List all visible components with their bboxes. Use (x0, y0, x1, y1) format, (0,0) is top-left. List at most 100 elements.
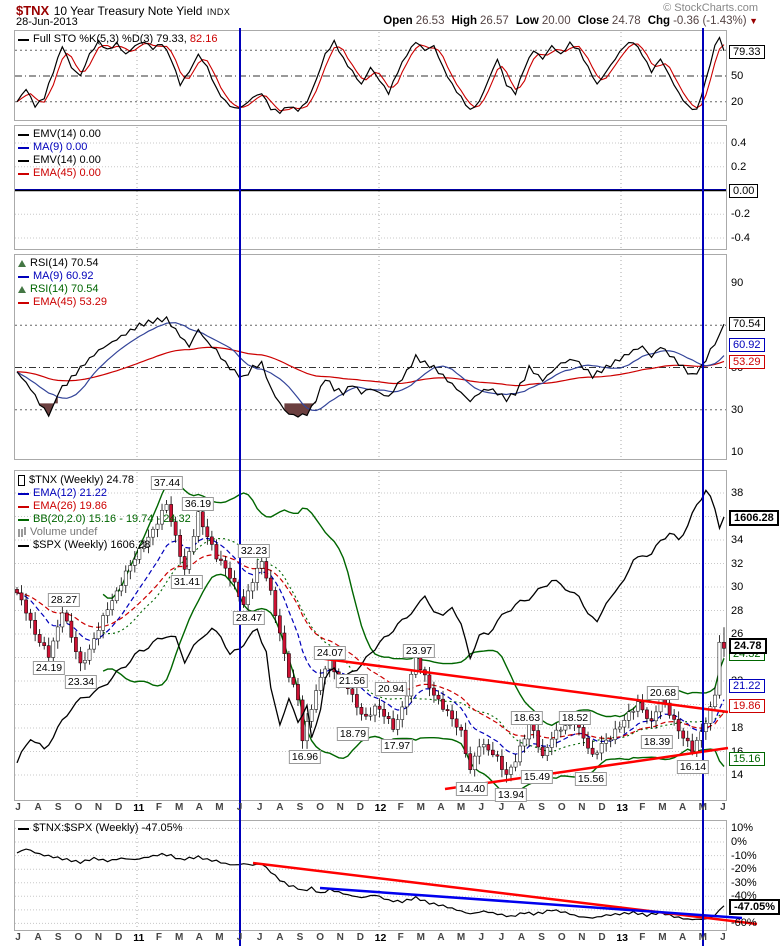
axis-tick-main: 30 (731, 581, 744, 593)
legend-text: Volume undef (30, 526, 98, 538)
dash-icon (18, 492, 29, 495)
axis-month-label: F (155, 932, 163, 943)
line-icon (18, 518, 29, 521)
legend-text: Full STO %K(5,3) %D(3) 79.33, (33, 33, 190, 45)
axis-month-label: M (215, 802, 224, 813)
price-annotation: 14.40 (455, 782, 489, 796)
legend-label: $SPX (Weekly) 1606.28 (33, 539, 150, 552)
legend-text: BB(20,2.0) 15.16 - 19.74 - 24.32 (33, 513, 191, 525)
axis-month-label: A (34, 932, 42, 943)
legend-main-3: BB(20,2.0) 15.16 - 19.74 - 24.32 (18, 513, 191, 526)
value-box-sto: 79.33 (729, 45, 765, 59)
axis-year-label: 12 (374, 802, 387, 814)
axis-month-label: F (397, 932, 404, 943)
price-annotation: 20.94 (374, 682, 408, 696)
legend-rsi-1: MA(9) 60.92 (18, 270, 94, 283)
candle-icon (18, 475, 25, 486)
legend-text: 82.16 (189, 33, 218, 45)
price-annotation: 18.63 (510, 711, 544, 725)
line-icon (18, 146, 29, 149)
axis-month-label: J (720, 932, 726, 943)
price-annotation: 23.34 (64, 675, 98, 689)
axis-tick-sto: 20 (731, 95, 744, 108)
ohlc-quote-row: Open 26.53 High 26.57 Low 20.00 Close 24.78 Chg -… (376, 15, 758, 27)
legend-label: BB(20,2.0) 15.16 - 19.74 - 24.32 (33, 513, 191, 526)
legend-label: Volume undef (30, 526, 97, 539)
axis-tick-emv: -0.2 (731, 208, 750, 221)
value-box-main: 1606.28 (729, 510, 779, 526)
axis-tick-ratio: 0% (731, 836, 747, 848)
legend-text: EMA(45) 53.29 (33, 296, 107, 308)
price-annotation: 16.14 (676, 760, 710, 774)
legend-text: EMA(45) 0.00 (33, 167, 101, 179)
axis-month-label: M (698, 932, 707, 943)
price-annotation: 18.39 (640, 735, 674, 749)
line-icon (18, 159, 29, 162)
tri-icon (18, 260, 26, 267)
legend-rsi-0: RSI(14) 70.54 (18, 257, 98, 270)
price-annotation: 21.56 (335, 674, 369, 688)
legend-label: $TNX:$SPX (Weekly) -47.05% (33, 822, 183, 835)
axis-month-label: S (538, 932, 545, 943)
axis-month-label: O (557, 802, 566, 813)
axis-month-label: D (115, 932, 123, 943)
legend-label: $TNX (Weekly) 24.78 (29, 474, 134, 487)
legend-sto-0: Full STO %K(5,3) %D(3) 79.33, 82.16 (18, 33, 217, 46)
legend-emv-3: EMA(45) 0.00 (18, 167, 101, 180)
axis-tick-emv: 0.4 (731, 137, 747, 149)
axis-month-label: F (639, 802, 646, 813)
axis-month-label: A (34, 802, 42, 813)
axis-month-label: J (256, 802, 263, 813)
axis-month-label: M (698, 802, 707, 813)
line-icon (18, 38, 29, 41)
legend-label: EMV(14) 0.00 (33, 128, 101, 141)
axis-month-label: N (94, 932, 103, 943)
legend-label: MA(9) 0.00 (33, 141, 87, 154)
value-box-rsi: 60.92 (729, 337, 765, 352)
legend-main-2: EMA(26) 19.86 (18, 500, 107, 513)
axis-month-label: O (74, 932, 83, 943)
axis-tick-main: 14 (731, 769, 744, 781)
axis-month-label: A (678, 932, 687, 943)
panel-rsi (14, 254, 727, 460)
axis-month-label: A (517, 802, 526, 813)
legend-label: EMV(14) 0.00 (33, 154, 101, 167)
value-box-emv: 0.00 (729, 183, 759, 198)
value-box-main: 24.78 (729, 638, 767, 654)
panel-ratio (14, 820, 727, 931)
axis-month-label: F (155, 802, 163, 813)
axis-tick-ratio: -60% (731, 917, 757, 930)
axis-month-label: A (195, 802, 203, 813)
legend-text: RSI(14) 70.54 (30, 257, 99, 269)
price-annotation: 24.19 (32, 661, 66, 675)
axis-year-label: 11 (133, 802, 145, 814)
axis-month-label: A (517, 932, 526, 943)
line-icon (18, 275, 29, 278)
legend-main-1: EMA(12) 21.22 (18, 487, 107, 500)
quote-label-high: High (451, 15, 478, 27)
axis-month-label: D (356, 932, 364, 943)
legend-text: EMA(26) 19.86 (33, 500, 107, 512)
legend-text: $TNX:$SPX (Weekly) -47.05% (33, 822, 183, 834)
quote-value-close: 24.78 (611, 15, 641, 27)
vertical-marker-line-1 (239, 28, 241, 946)
axis-tick-main: 38 (731, 487, 744, 499)
axis-month-label: N (578, 802, 586, 813)
axis-month-label: J (15, 802, 21, 813)
price-annotation: 23.97 (402, 644, 436, 658)
axis-month-label: J (15, 932, 21, 943)
legend-label: Full STO %K(5,3) %D(3) 79.33, 82.16 (33, 33, 217, 46)
legend-main-5: $SPX (Weekly) 1606.28 (18, 539, 150, 552)
line-icon (18, 301, 29, 304)
quote-label-close: Close (577, 15, 609, 27)
legend-main-4: Volume undef (18, 526, 97, 539)
line-icon (18, 544, 29, 547)
legend-text: MA(9) 60.92 (33, 270, 94, 282)
legend-emv-1: MA(9) 0.00 (18, 141, 87, 154)
legend-label: RSI(14) 70.54 (30, 283, 98, 296)
value-box-main: 15.16 (729, 751, 765, 766)
axis-month-label: M (416, 802, 425, 813)
axis-month-label: J (720, 802, 726, 813)
axis-tick-main: 34 (731, 534, 744, 546)
